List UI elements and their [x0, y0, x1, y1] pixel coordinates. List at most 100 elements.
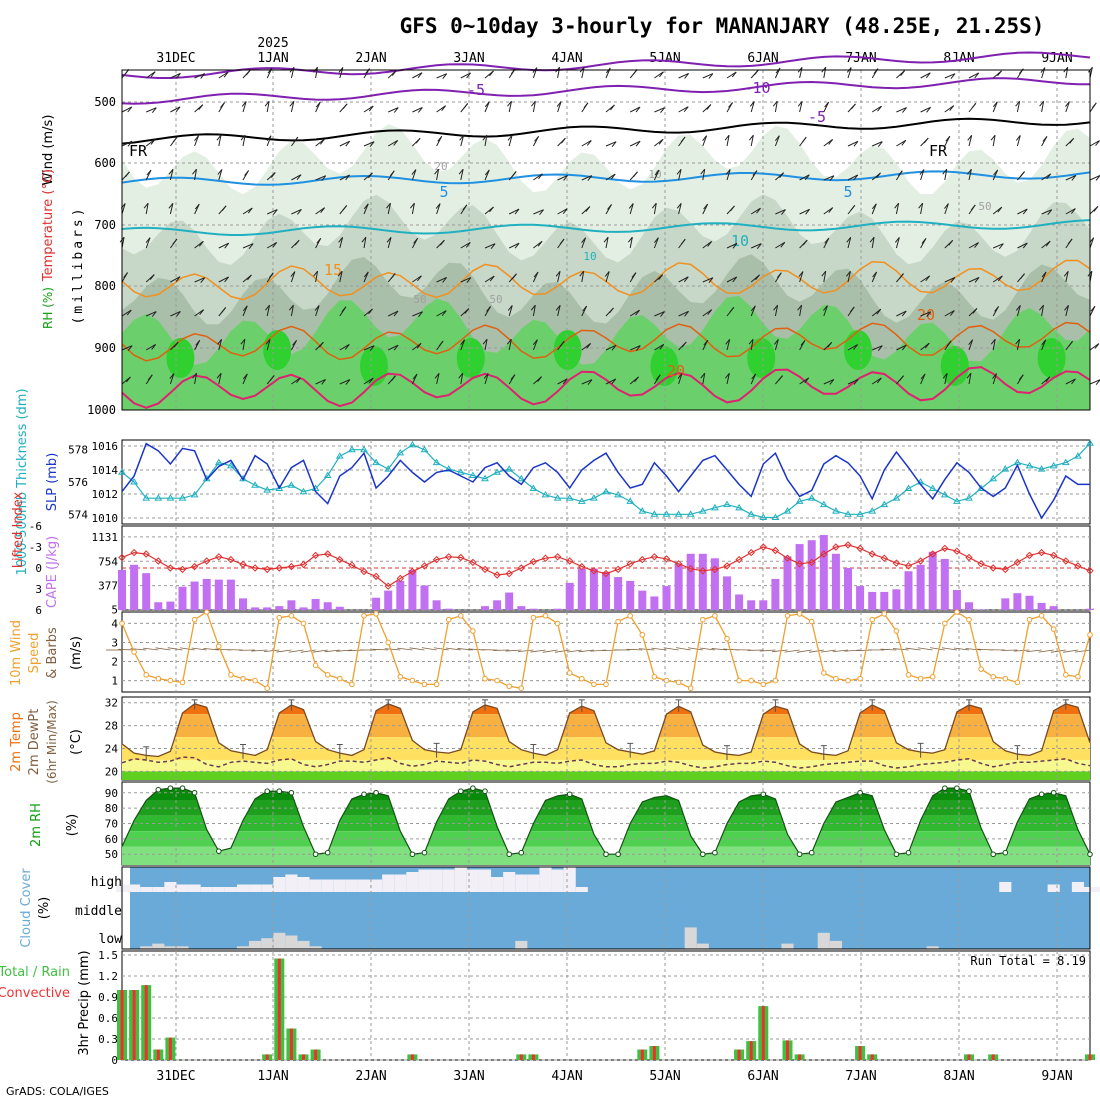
rh-point [410, 852, 415, 857]
isotherm-label: FR [129, 142, 148, 160]
precip-convective-bar [266, 1054, 269, 1060]
cloud-high-bar [334, 880, 346, 893]
cape-bar [735, 594, 743, 610]
wind10-speed-point [374, 612, 379, 617]
cape-bar [917, 565, 925, 610]
wind10-speed-point [1003, 676, 1008, 681]
temp-tick-20: 20 [105, 765, 118, 778]
cape-bar [481, 606, 489, 610]
wind10-speed-point [809, 619, 814, 624]
temp2m-label-c: (6hr Min/Max) [45, 700, 59, 784]
cape-bar [227, 580, 235, 610]
wind10-speed-point [592, 682, 597, 687]
wind10-speed-point [967, 617, 972, 622]
bottom-date-5jan: 5JAN [649, 1069, 680, 1084]
rh-point [265, 789, 270, 794]
precip-convective-bar [314, 1050, 317, 1061]
rh-point [1003, 850, 1008, 855]
precip-convective-bar [968, 1054, 971, 1060]
cape-bar [699, 554, 707, 610]
cloud-high-bar [176, 885, 188, 893]
rh-point [519, 850, 524, 855]
cape-bar [312, 599, 320, 610]
cape-tick-754: 754 [98, 555, 118, 568]
cloud-high-bar [128, 885, 140, 893]
cape-bar [433, 600, 441, 610]
cloud-high-bar [552, 870, 564, 893]
rh2m-label-a: 2m RH [29, 803, 44, 847]
isotherm-label: -5 [467, 81, 485, 99]
wind10-speed-point [313, 663, 318, 668]
rh-point [604, 852, 609, 857]
wind10-speed-point [870, 617, 875, 622]
cloud-cover-panel [116, 867, 1100, 949]
bottom-date-7jan: 7JAN [845, 1069, 876, 1084]
thickness-tick-576: 576 [68, 476, 88, 489]
precip-convective-bar [411, 1054, 414, 1060]
cape-bar [517, 606, 525, 610]
rh-point [894, 852, 899, 857]
rh-point [483, 789, 488, 794]
rh-point [1039, 792, 1044, 797]
bottom-date-2jan: 2JAN [355, 1069, 386, 1084]
wind10-speed-point [289, 614, 294, 619]
cloud-high-bar [164, 882, 176, 892]
cape-bar [759, 600, 767, 610]
wind10-speed-point [858, 676, 863, 681]
cloud-high-bar [370, 880, 382, 893]
level-tick-1000: 1000 [87, 403, 116, 417]
wind10-speed-point [930, 674, 935, 679]
precip-convective-bar [653, 1046, 656, 1060]
wind-tick-2: 2 [111, 656, 118, 669]
cape-bar [191, 582, 199, 610]
cape-bar [687, 554, 695, 610]
bottom-date-3jan: 3JAN [453, 1069, 484, 1084]
cloud-high-bar [564, 867, 576, 892]
cape-bar [820, 535, 828, 610]
wind10-speed-point [834, 676, 839, 681]
cape-bar [941, 559, 949, 610]
cape-bar [808, 540, 816, 610]
cloud-high-bar [297, 877, 309, 892]
cape-bar [675, 563, 683, 610]
precip-convective-bar [786, 1040, 789, 1060]
cloud-low-bar [297, 941, 309, 949]
wind10-speed-point [991, 674, 996, 679]
credit: GrADS: COLA/IGES [6, 1085, 109, 1098]
wind10-speed-point [398, 674, 403, 679]
wind10-speed-point [531, 615, 536, 620]
li-tick: -6 [29, 520, 42, 533]
cape-bar [215, 580, 223, 610]
cape-bar [929, 552, 937, 610]
rh-point [459, 789, 464, 794]
wind10-label-a: 10m Wind [9, 620, 24, 686]
cape-bar [324, 602, 332, 610]
cape-bar [554, 609, 562, 610]
thickness-tick-574: 574 [68, 508, 88, 521]
wind10-speed-point [713, 614, 718, 619]
li-tick: 0 [35, 562, 42, 575]
wind10-speed-point [1076, 674, 1081, 679]
wind10-speed-point [446, 617, 451, 622]
rh-tick-50: 50 [105, 848, 118, 861]
wind10-speed-point [567, 671, 572, 676]
cape-bar [251, 607, 259, 610]
temp-band [122, 771, 1090, 780]
rh2m-label-b: (%) [65, 814, 80, 837]
li-tick: 3 [35, 583, 42, 596]
wind10-speed-point [483, 676, 488, 681]
cloud-low-bar [818, 933, 830, 949]
wind10-speed-point [217, 644, 222, 649]
thickness-tick-578: 578 [68, 444, 88, 457]
level-tick-700: 700 [94, 218, 116, 232]
cloud-low-bar [152, 944, 164, 949]
cloud-high-bar [140, 887, 152, 892]
wind10-speed-point [204, 610, 209, 615]
cape-bar [142, 573, 150, 610]
cape-bar [493, 600, 501, 610]
cape-bar [179, 587, 187, 610]
rh-point [809, 850, 814, 855]
rh-point [192, 790, 197, 795]
rh-point [325, 850, 330, 855]
